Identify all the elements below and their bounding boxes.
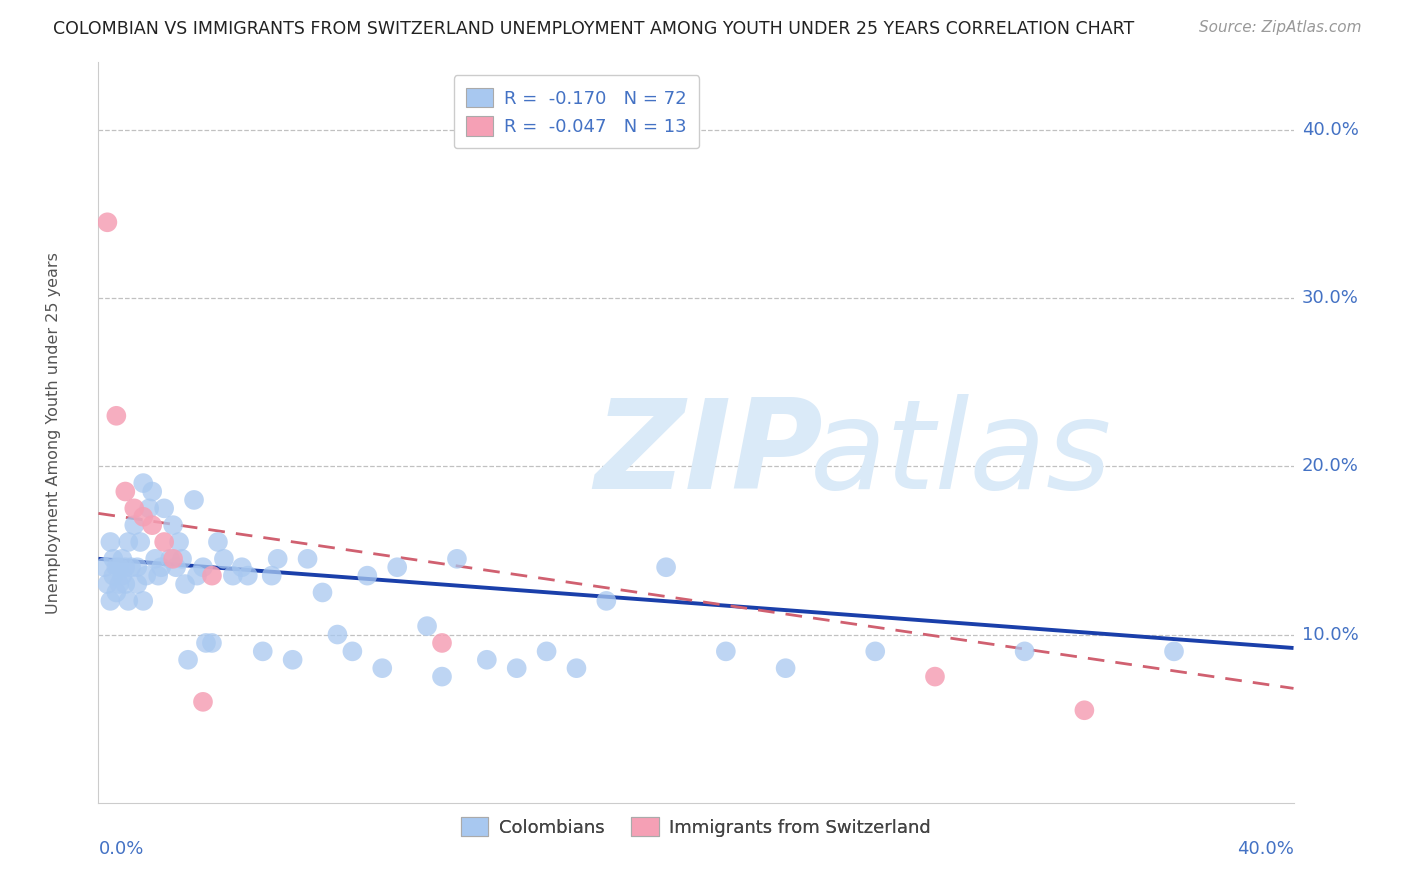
Point — [98, 594, 122, 608]
Point — [655, 560, 678, 574]
Point — [1014, 644, 1036, 658]
Point — [117, 594, 139, 608]
Point — [231, 560, 253, 574]
Point — [172, 551, 194, 566]
Point — [105, 409, 128, 423]
Point — [167, 535, 190, 549]
Point — [132, 476, 155, 491]
Point — [124, 501, 146, 516]
Point — [117, 535, 139, 549]
Legend: Colombians, Immigrants from Switzerland: Colombians, Immigrants from Switzerland — [449, 804, 943, 849]
Point — [506, 661, 529, 675]
Point — [311, 585, 333, 599]
Point — [446, 551, 468, 566]
Point — [111, 568, 134, 582]
Point — [924, 670, 946, 684]
Text: Source: ZipAtlas.com: Source: ZipAtlas.com — [1198, 20, 1361, 35]
Point — [342, 644, 364, 658]
Point — [114, 484, 136, 499]
Text: ZIP: ZIP — [595, 394, 823, 516]
Point — [114, 560, 136, 574]
Text: COLOMBIAN VS IMMIGRANTS FROM SWITZERLAND UNEMPLOYMENT AMONG YOUTH UNDER 25 YEARS: COLOMBIAN VS IMMIGRANTS FROM SWITZERLAND… — [53, 20, 1135, 37]
Point — [159, 551, 181, 566]
Text: 0.0%: 0.0% — [98, 840, 143, 858]
Point — [186, 568, 208, 582]
Point — [153, 501, 176, 516]
Point — [267, 551, 290, 566]
Point — [865, 644, 887, 658]
Point — [93, 560, 115, 574]
Point — [143, 551, 166, 566]
Point — [1073, 703, 1095, 717]
Point — [252, 644, 274, 658]
Text: 10.0%: 10.0% — [1302, 625, 1358, 643]
Text: 20.0%: 20.0% — [1302, 458, 1358, 475]
Point — [1163, 644, 1185, 658]
Point — [201, 568, 224, 582]
Point — [120, 560, 142, 574]
Point — [565, 661, 588, 675]
Point — [174, 577, 197, 591]
Point — [222, 568, 245, 582]
Point — [260, 568, 283, 582]
Point — [714, 644, 737, 658]
Point — [162, 551, 184, 566]
Point — [150, 560, 173, 574]
Point — [385, 560, 409, 574]
Point — [162, 518, 184, 533]
Point — [281, 653, 304, 667]
Point — [135, 568, 157, 582]
Point — [207, 535, 229, 549]
Point — [148, 568, 170, 582]
Point — [775, 661, 797, 675]
Point — [132, 509, 155, 524]
Point — [129, 535, 152, 549]
Point — [195, 636, 218, 650]
Text: 30.0%: 30.0% — [1302, 289, 1358, 307]
Point — [191, 560, 214, 574]
Point — [114, 577, 136, 591]
Point — [127, 577, 149, 591]
Point — [595, 594, 617, 608]
Text: 40.0%: 40.0% — [1237, 840, 1294, 858]
Point — [475, 653, 498, 667]
Point — [536, 644, 558, 658]
Point — [177, 653, 200, 667]
Point — [191, 695, 214, 709]
Text: atlas: atlas — [810, 394, 1112, 516]
Point — [430, 670, 453, 684]
Point — [105, 560, 128, 574]
Point — [297, 551, 319, 566]
Point — [212, 551, 235, 566]
Point — [141, 518, 163, 533]
Point — [201, 636, 224, 650]
Point — [165, 560, 187, 574]
Point — [103, 551, 125, 566]
Point — [127, 560, 149, 574]
Point — [371, 661, 394, 675]
Point — [141, 484, 163, 499]
Point — [430, 636, 453, 650]
Point — [132, 594, 155, 608]
Point — [153, 535, 176, 549]
Text: Unemployment Among Youth under 25 years: Unemployment Among Youth under 25 years — [45, 252, 60, 614]
Point — [98, 535, 122, 549]
Point — [183, 492, 205, 507]
Point — [356, 568, 378, 582]
Point — [96, 577, 118, 591]
Point — [108, 577, 131, 591]
Point — [124, 518, 146, 533]
Point — [96, 215, 118, 229]
Point — [108, 560, 131, 574]
Point — [103, 568, 125, 582]
Point — [111, 551, 134, 566]
Point — [326, 627, 349, 641]
Text: 40.0%: 40.0% — [1302, 120, 1358, 139]
Point — [138, 501, 160, 516]
Point — [236, 568, 259, 582]
Point — [416, 619, 439, 633]
Point — [105, 585, 128, 599]
